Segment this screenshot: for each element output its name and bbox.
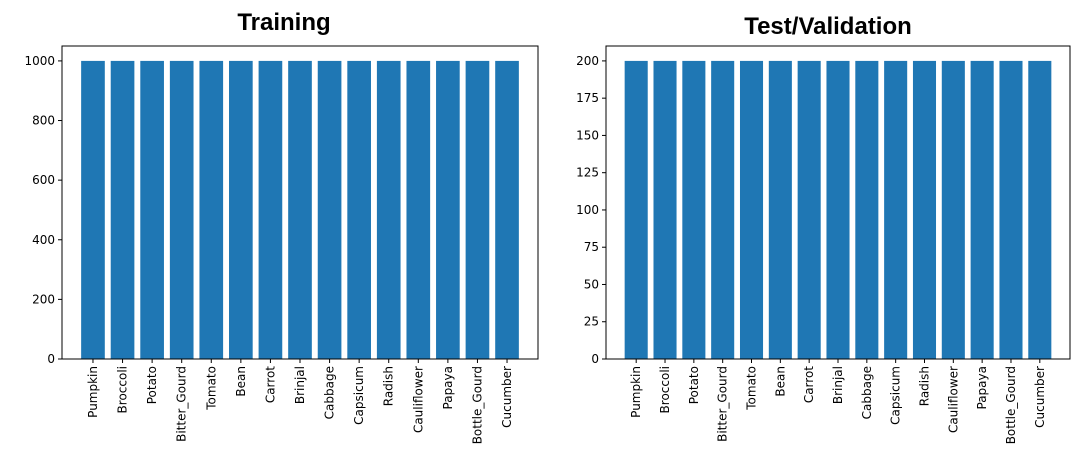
bar-capsicum bbox=[884, 60, 908, 360]
bar-cabbage bbox=[317, 60, 342, 360]
training-chart: Training 0 200 400 600 800 1000 Pumpkin Brocco… bbox=[24, 9, 539, 444]
y-tick-label: 0 bbox=[591, 352, 599, 366]
x-tick-label: Pumpkin bbox=[629, 366, 643, 418]
bar-bitter-gourd bbox=[711, 60, 735, 360]
bar-tomato bbox=[739, 60, 764, 360]
y-tick-label: 50 bbox=[584, 277, 599, 291]
bar-cucumber bbox=[495, 60, 519, 360]
x-tick-label: Radish bbox=[917, 366, 931, 406]
y-tick-label: 125 bbox=[576, 166, 599, 180]
x-tick-label: Bean bbox=[234, 366, 248, 397]
bar-pumpkin bbox=[81, 60, 105, 360]
x-axis-ticks: Pumpkin Broccoli Potato Bitter_Gourd Tomato B… bbox=[86, 359, 514, 444]
bar-radish bbox=[376, 60, 401, 360]
x-tick-label: Tomato bbox=[745, 366, 759, 411]
y-tick-label: 1000 bbox=[24, 54, 55, 68]
x-tick-label: Broccoli bbox=[116, 366, 130, 413]
bar-bitter-gourd bbox=[169, 60, 194, 360]
x-tick-label: Brinjal bbox=[293, 366, 307, 404]
bar-radish bbox=[912, 60, 937, 360]
x-tick-label: Bitter_Gourd bbox=[716, 366, 730, 442]
bar-pumpkin bbox=[624, 60, 648, 360]
x-tick-label: Carrot bbox=[263, 366, 277, 403]
y-tick-label: 0 bbox=[47, 352, 55, 366]
bar-broccoli bbox=[653, 60, 677, 360]
y-tick-label: 25 bbox=[584, 315, 599, 329]
bar-potato bbox=[682, 60, 706, 360]
x-tick-label: Potato bbox=[687, 366, 701, 404]
x-tick-label: Capsicum bbox=[352, 366, 366, 425]
bar-cauliflower bbox=[941, 60, 965, 360]
x-tick-label: Capsicum bbox=[889, 366, 903, 425]
x-tick-label: Radish bbox=[382, 366, 396, 406]
x-tick-label: Cucumber bbox=[1033, 366, 1047, 428]
bar-cauliflower bbox=[406, 60, 431, 360]
test-validation-chart: Test/Validation 0 25 50 75 100 125 150 175 200 P… bbox=[576, 13, 1071, 444]
bar-bottle-gourd bbox=[465, 60, 490, 360]
y-axis-ticks: 0 200 400 600 800 1000 bbox=[24, 54, 62, 366]
y-tick-label: 800 bbox=[32, 114, 55, 128]
bar-papaya bbox=[970, 60, 994, 360]
x-tick-label: Cauliflower bbox=[411, 366, 425, 433]
bar-carrot bbox=[797, 60, 821, 360]
x-axis-ticks: Pumpkin Broccoli Potato Bitter_Gourd Tomato B… bbox=[629, 359, 1047, 444]
plot-frame bbox=[605, 45, 1071, 360]
x-tick-label: Cauliflower bbox=[946, 366, 960, 433]
bar-cucumber bbox=[1028, 60, 1052, 360]
y-tick-label: 75 bbox=[584, 240, 599, 254]
y-tick-label: 600 bbox=[32, 173, 55, 187]
y-tick-label: 150 bbox=[576, 128, 599, 142]
bar-cabbage bbox=[855, 60, 879, 360]
x-tick-label: Carrot bbox=[802, 366, 816, 403]
bar-capsicum bbox=[347, 60, 371, 360]
bar-brinjal bbox=[288, 60, 312, 360]
bar-bottle-gourd bbox=[999, 60, 1023, 360]
bar-bean bbox=[229, 60, 253, 360]
x-tick-label: Bottle_Gourd bbox=[470, 366, 484, 444]
bar-brinjal bbox=[826, 60, 850, 360]
x-tick-label: Broccoli bbox=[658, 366, 672, 413]
y-tick-label: 200 bbox=[32, 292, 55, 306]
bars bbox=[81, 60, 519, 360]
x-tick-label: Pumpkin bbox=[86, 366, 100, 418]
bar-potato bbox=[140, 60, 164, 360]
chart-title: Training bbox=[237, 9, 330, 36]
x-tick-label: Cabbage bbox=[860, 366, 874, 419]
x-tick-label: Brinjal bbox=[831, 366, 845, 404]
x-tick-label: Papaya bbox=[441, 366, 455, 409]
bar-bean bbox=[768, 60, 792, 360]
chart-title: Test/Validation bbox=[744, 13, 912, 40]
y-tick-label: 400 bbox=[32, 233, 55, 247]
x-tick-label: Tomato bbox=[204, 366, 218, 411]
plot-frame bbox=[61, 45, 539, 360]
y-tick-label: 175 bbox=[576, 91, 599, 105]
x-tick-label: Cucumber bbox=[500, 366, 514, 428]
bar-broccoli bbox=[110, 60, 135, 360]
x-tick-label: Bitter_Gourd bbox=[175, 366, 189, 442]
x-tick-label: Papaya bbox=[975, 366, 989, 409]
bar-tomato bbox=[199, 60, 224, 360]
y-tick-label: 200 bbox=[576, 54, 599, 68]
x-tick-label: Potato bbox=[145, 366, 159, 404]
y-axis-ticks: 0 25 50 75 100 125 150 175 200 bbox=[576, 54, 606, 366]
bar-carrot bbox=[258, 60, 283, 360]
x-tick-label: Bean bbox=[773, 366, 787, 397]
x-tick-label: Cabbage bbox=[323, 366, 337, 419]
x-tick-label: Bottle_Gourd bbox=[1004, 366, 1018, 444]
bars bbox=[624, 60, 1052, 360]
y-tick-label: 100 bbox=[576, 203, 599, 217]
bar-papaya bbox=[436, 60, 460, 360]
